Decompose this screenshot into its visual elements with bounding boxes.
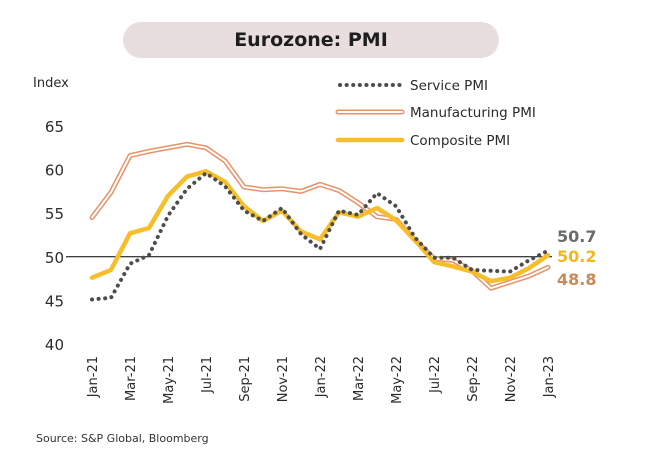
end-label: 50.7 xyxy=(557,227,596,246)
y-tick-label: 40 xyxy=(45,336,64,354)
composite-pmi-line xyxy=(89,169,551,284)
source-note: Source: S&P Global, Bloomberg xyxy=(36,432,209,445)
legend-label: Service PMI xyxy=(410,78,488,94)
y-axis-label: Index xyxy=(33,76,69,91)
x-tick-label: May-21 xyxy=(162,356,177,404)
end-value-labels: 50.7 48.8 50.2 xyxy=(557,227,596,289)
manufacturing-pmi-line-outline xyxy=(89,141,551,291)
x-tick-label: May-22 xyxy=(390,356,405,404)
service-pmi-line xyxy=(90,171,550,302)
x-tick-label: Nov-22 xyxy=(504,356,519,402)
y-axis-ticks: 40 45 50 55 60 65 xyxy=(45,118,64,354)
end-label: 48.8 xyxy=(557,270,596,289)
chart-title: Eurozone: PMI xyxy=(234,29,388,51)
manufacturing-pmi-line-inner xyxy=(91,143,549,290)
end-label: 50.2 xyxy=(557,247,596,266)
y-tick-label: 50 xyxy=(45,249,64,267)
y-tick-label: 60 xyxy=(45,162,64,180)
y-tick-label: 55 xyxy=(45,205,64,223)
x-tick-label: Jul-22 xyxy=(428,356,443,394)
x-tick-label: Mar-21 xyxy=(124,356,139,401)
y-tick-label: 65 xyxy=(45,118,64,136)
title-pill: Eurozone: PMI xyxy=(123,22,499,58)
series-layer xyxy=(89,141,551,302)
x-tick-label: Nov-21 xyxy=(276,356,291,402)
legend: Service PMI Manufacturing PMI Composite PM… xyxy=(335,78,536,149)
x-tick-label: Jan-22 xyxy=(314,356,329,398)
legend-label: Composite PMI xyxy=(410,133,510,149)
legend-label: Manufacturing PMI xyxy=(410,105,536,121)
x-tick-label: Sep-22 xyxy=(466,356,481,402)
x-tick-label: Mar-22 xyxy=(352,356,367,401)
x-tick-label: Jul-21 xyxy=(200,356,215,394)
x-tick-label: Sep-21 xyxy=(238,356,253,402)
y-tick-label: 45 xyxy=(45,292,64,310)
x-tick-label: Jan-23 xyxy=(542,356,557,398)
x-axis-ticks: Jan-21 Mar-21 May-21 Jul-21 Sep-21 Nov-21 Jan-… xyxy=(86,356,557,404)
x-tick-label: Jan-21 xyxy=(86,356,101,398)
